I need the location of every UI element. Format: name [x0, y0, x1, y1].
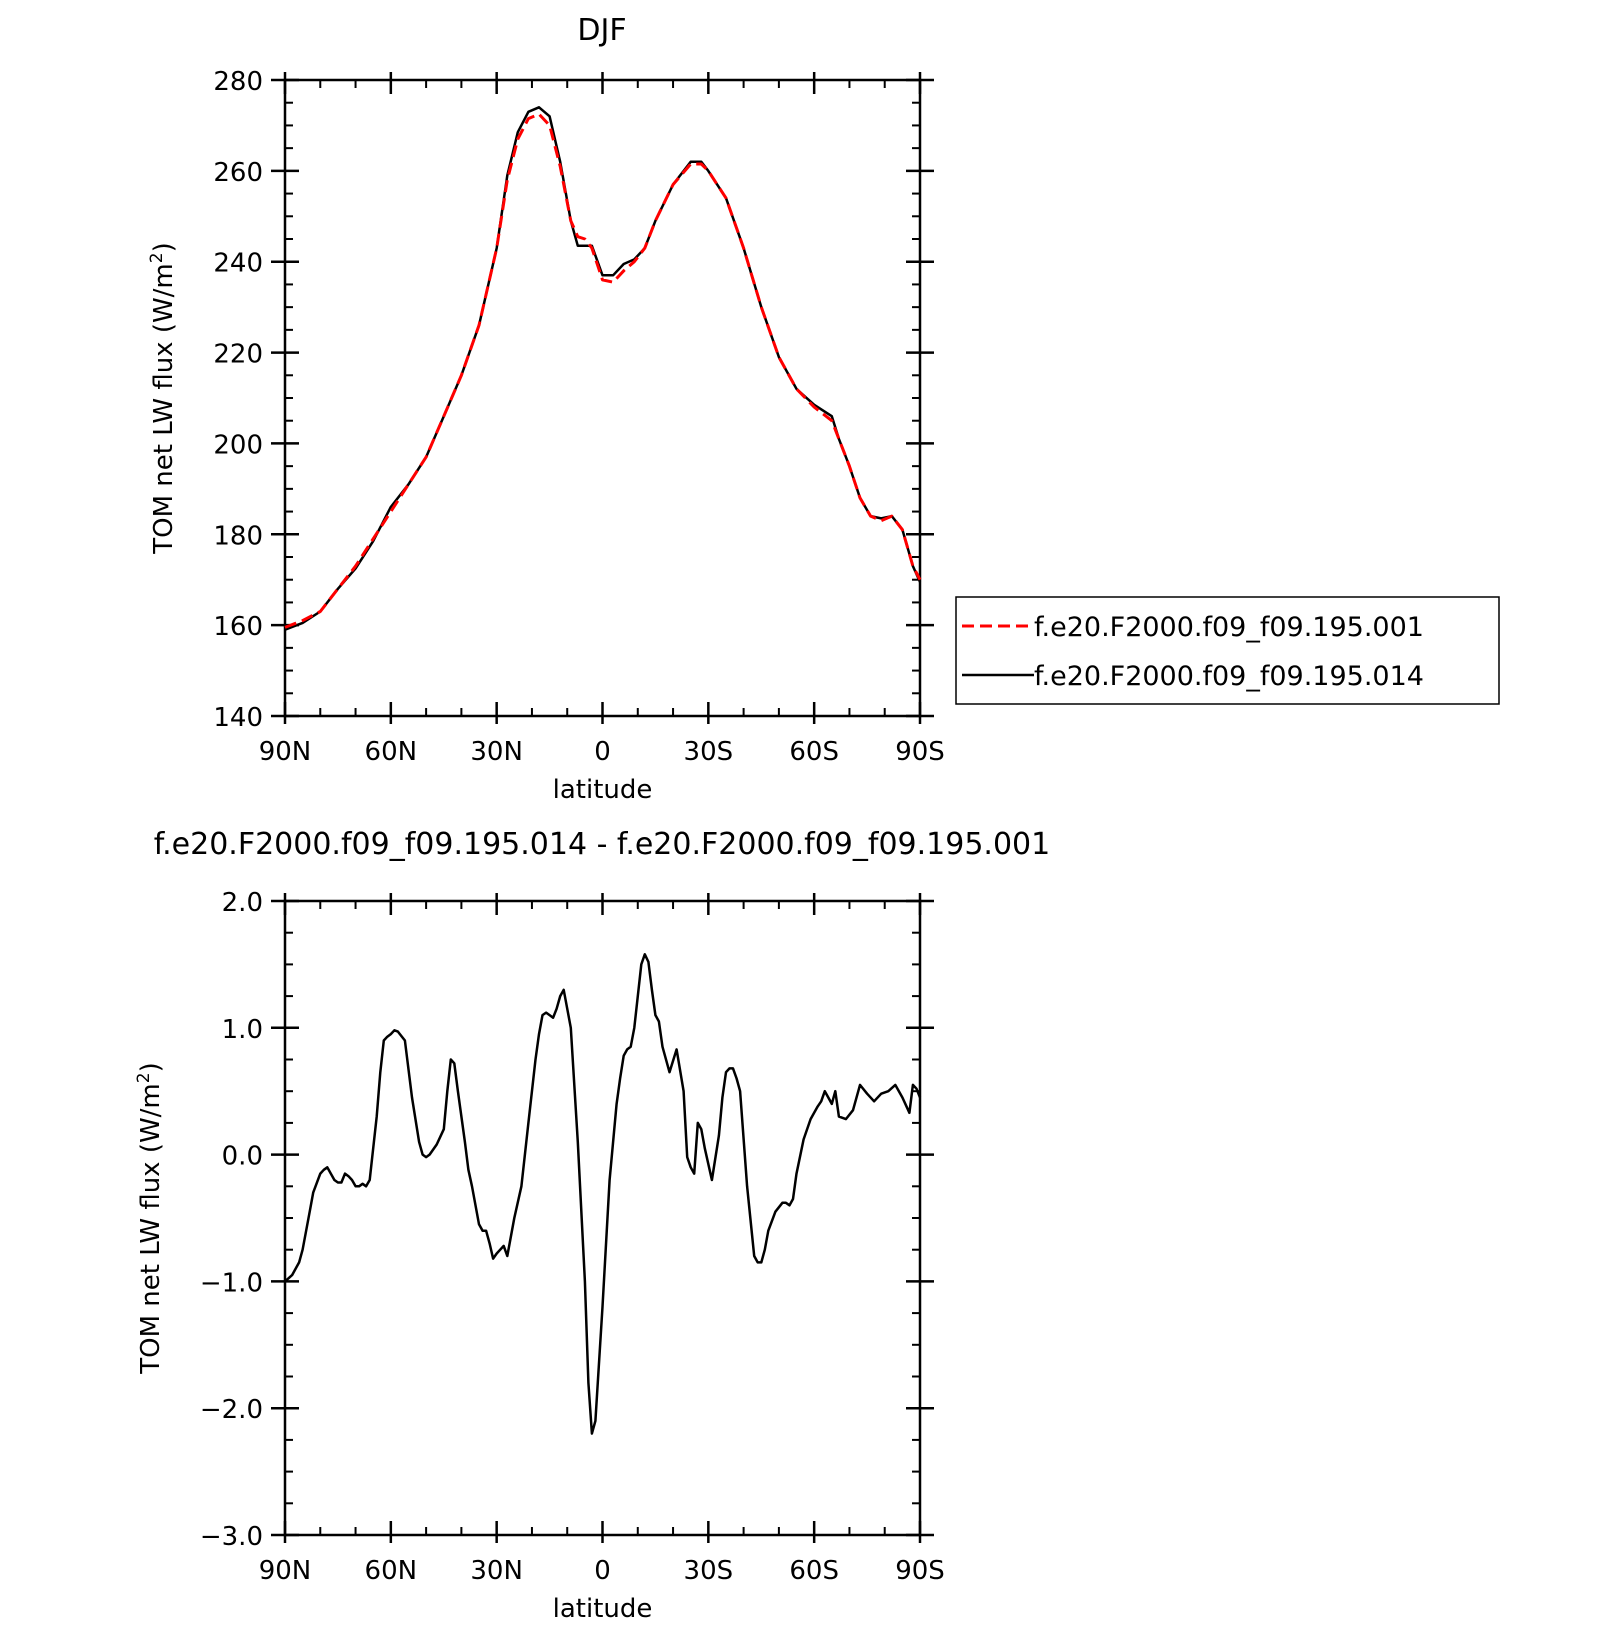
legend: f.e20.F2000.f09_f09.195.001 f.e20.F2000.… — [955, 596, 1500, 705]
series-line-2 — [284, 106, 922, 631]
y-tick-label: −3.0 — [200, 1522, 263, 1552]
plot-title: f.e20.F2000.f09_f09.195.014 - f.e20.F200… — [154, 827, 1050, 862]
plot-frame — [283, 899, 922, 1537]
x-tick-label: 30N — [470, 737, 523, 767]
y-tick-label: 220 — [213, 340, 263, 370]
y-tick-label: 2.0 — [222, 888, 263, 918]
y-tick-label: 240 — [213, 249, 263, 279]
legend-label-series-1: f.e20.F2000.f09_f09.195.001 — [1034, 612, 1424, 643]
x-tick-label: 30S — [684, 737, 734, 767]
series-line-1 — [284, 953, 922, 1435]
x-tick-label: 90S — [895, 1556, 945, 1586]
x-tick-label: 0 — [594, 1556, 611, 1586]
x-tick-label: 0 — [594, 737, 611, 767]
y-axis-title: TOM net LW flux (W/m2) — [147, 242, 179, 554]
x-tick-label: 60S — [789, 1556, 839, 1586]
y-tick-label: 160 — [213, 612, 263, 642]
y-axis-title: TOM net LW flux (W/m2) — [134, 1062, 166, 1374]
y-tick-label: 280 — [213, 67, 263, 97]
x-tick-label: 90N — [259, 737, 312, 767]
y-tick-label: 0.0 — [222, 1142, 263, 1172]
legend-label-series-2: f.e20.F2000.f09_f09.195.014 — [1034, 661, 1424, 692]
x-tick-label: 60S — [789, 737, 839, 767]
plot-frame — [283, 78, 922, 718]
x-axis-title: latitude — [553, 1594, 653, 1624]
panel-difference: f.e20.F2000.f09_f09.195.014 - f.e20.F200… — [134, 827, 1050, 1624]
x-axis-title: latitude — [553, 775, 653, 805]
series-line-1 — [284, 112, 922, 629]
x-tick-label: 60N — [365, 1556, 418, 1586]
x-tick-label: 90N — [259, 1556, 312, 1586]
y-tick-label: 1.0 — [222, 1015, 263, 1045]
y-tick-label: 200 — [213, 430, 263, 460]
panel-djf: DJF 90N 60N 30N 0 30S 60S 90S 140 160 180 200 220 240… — [147, 13, 945, 805]
y-tick-label: −1.0 — [200, 1268, 263, 1298]
x-tick-label: 30S — [684, 1556, 734, 1586]
y-tick-label: 180 — [213, 521, 263, 551]
x-tick-label: 60N — [365, 737, 418, 767]
x-tick-label: 30N — [470, 1556, 523, 1586]
y-tick-label: −2.0 — [200, 1395, 263, 1425]
legend-box — [955, 596, 1500, 705]
y-tick-label: 260 — [213, 158, 263, 188]
x-tick-label: 90S — [895, 737, 945, 767]
y-tick-label: 140 — [213, 703, 263, 733]
plot-title: DJF — [577, 13, 626, 48]
